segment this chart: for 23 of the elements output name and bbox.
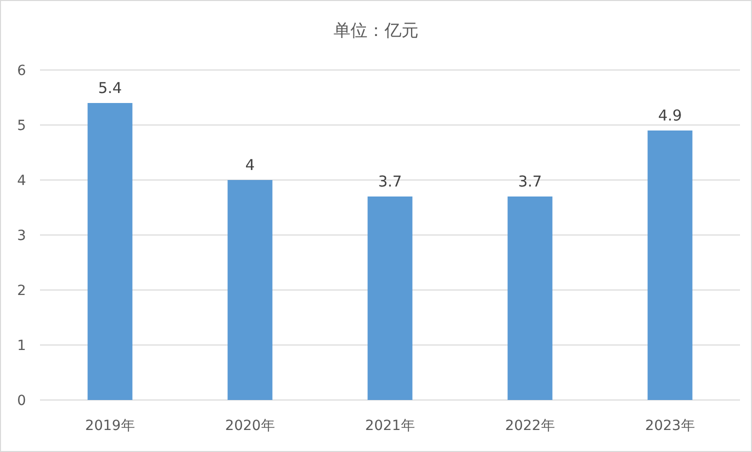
data-label: 4: [245, 156, 255, 174]
data-label: 3.7: [518, 172, 542, 190]
bar: [368, 196, 412, 400]
data-label: 4.9: [658, 106, 682, 124]
bar: [648, 130, 692, 400]
x-tick-label: 2021年: [365, 418, 415, 434]
data-label: 5.4: [98, 79, 122, 97]
y-tick-label: 2: [17, 283, 26, 299]
x-tick-label: 2022年: [505, 418, 555, 434]
bar: [88, 103, 132, 400]
data-label: 3.7: [378, 172, 402, 190]
y-tick-label: 3: [17, 228, 26, 244]
y-tick-label: 6: [17, 63, 26, 79]
y-tick-label: 1: [17, 338, 26, 354]
y-tick-label: 0: [17, 393, 26, 409]
bar: [228, 180, 272, 400]
chart-title: 单位：亿元: [334, 21, 418, 41]
y-tick-label: 4: [17, 173, 26, 189]
bar: [508, 196, 552, 400]
x-tick-label: 2020年: [225, 418, 275, 434]
y-tick-label: 5: [17, 118, 26, 134]
x-tick-label: 2023年: [645, 418, 695, 434]
x-tick-label: 2019年: [85, 418, 135, 434]
